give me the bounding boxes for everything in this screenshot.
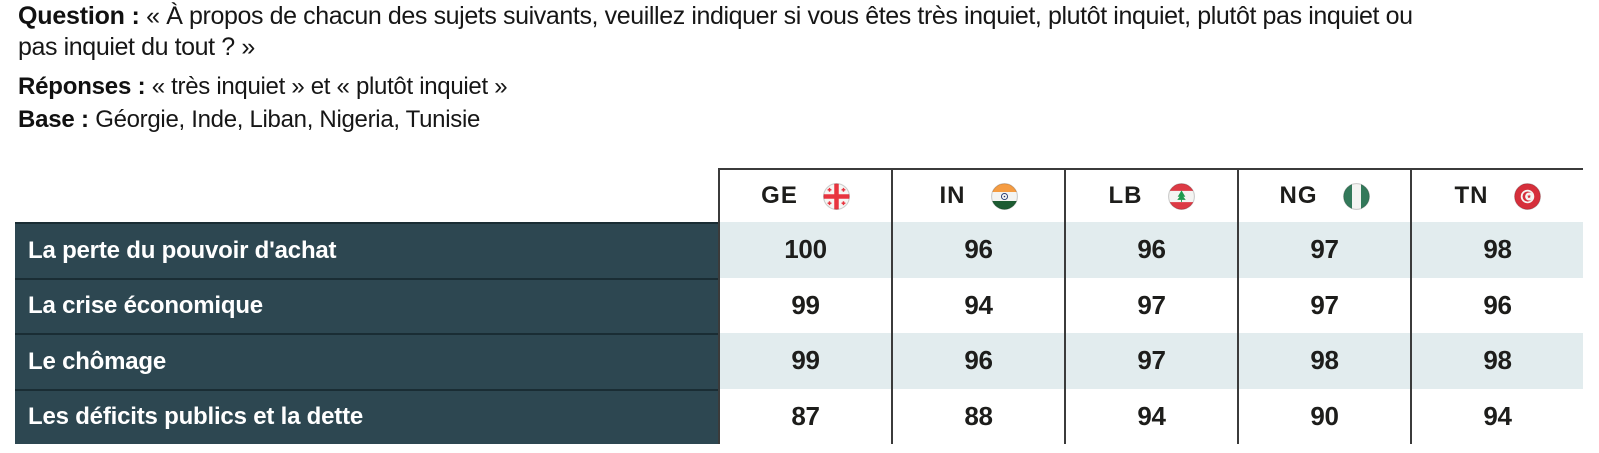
value-cell: 98 — [1410, 222, 1583, 278]
row-label-unemployment: Le chômage — [15, 333, 718, 389]
value-cell: 99 — [718, 277, 891, 333]
responses-paragraph: Réponses : « très inquiet » et « plutôt … — [18, 73, 508, 101]
value-cell: 90 — [1237, 388, 1410, 444]
row-label-text: Le chômage — [28, 347, 167, 375]
row-label-text: La perte du pouvoir d'achat — [28, 236, 337, 264]
india-flag-icon — [990, 182, 1018, 210]
lebanon-flag-icon — [1167, 182, 1195, 210]
value-cell: 96 — [891, 222, 1064, 278]
value-cell: 96 — [891, 333, 1064, 389]
row-label-public-deficits: Les déficits publics et la dette — [15, 388, 718, 444]
question-text: « À propos de chacun des sujets suivants… — [18, 2, 1413, 61]
row-label-text: La crise économique — [28, 292, 263, 320]
base-text: Géorgie, Inde, Liban, Nigeria, Tunisie — [88, 106, 481, 133]
value-cell: 100 — [718, 222, 891, 278]
row-label-purchasing-power: La perte du pouvoir d'achat — [15, 222, 718, 278]
tunisia-flag-icon — [1513, 182, 1541, 210]
country-code: GE — [761, 182, 798, 209]
value-cell: 94 — [1064, 388, 1237, 444]
value-cell: 96 — [1410, 277, 1583, 333]
value-cell: 87 — [718, 388, 891, 444]
value-cell: 97 — [1064, 277, 1237, 333]
row-label-text: Les déficits publics et la dette — [28, 403, 364, 431]
column-header-nigeria: NG — [1237, 168, 1410, 222]
value-cell: 98 — [1410, 333, 1583, 389]
table-corner-spacer — [15, 168, 718, 222]
country-code: NG — [1279, 182, 1318, 209]
georgia-flag-icon — [822, 182, 850, 210]
column-header-tunisia: TN — [1410, 168, 1583, 222]
row-label-economic-crisis: La crise économique — [15, 277, 718, 333]
responses-label: Réponses : — [18, 73, 146, 100]
value-cell: 96 — [1064, 222, 1237, 278]
value-cell: 97 — [1237, 277, 1410, 333]
base-paragraph: Base : Géorgie, Inde, Liban, Nigeria, Tu… — [18, 106, 480, 134]
column-header-lebanon: LB — [1064, 168, 1237, 222]
nigeria-flag-icon — [1342, 182, 1370, 210]
value-cell: 94 — [1410, 388, 1583, 444]
responses-text: « très inquiet » et « plutôt inquiet » — [145, 73, 508, 100]
value-cell: 94 — [891, 277, 1064, 333]
country-code: IN — [939, 182, 966, 209]
question-label: Question : — [18, 2, 140, 30]
base-label: Base : — [18, 106, 89, 133]
value-cell: 97 — [1237, 222, 1410, 278]
value-cell: 99 — [718, 333, 891, 389]
country-code: LB — [1108, 182, 1143, 209]
value-cell: 88 — [891, 388, 1064, 444]
column-header-georgia: GE — [718, 168, 891, 222]
question-paragraph: Question : « À propos de chacun des suje… — [18, 1, 1448, 63]
value-cell: 98 — [1237, 333, 1410, 389]
value-cell: 97 — [1064, 333, 1237, 389]
country-code: TN — [1454, 182, 1489, 209]
column-header-india: IN — [891, 168, 1064, 222]
results-table: GE IN — [15, 168, 1583, 444]
